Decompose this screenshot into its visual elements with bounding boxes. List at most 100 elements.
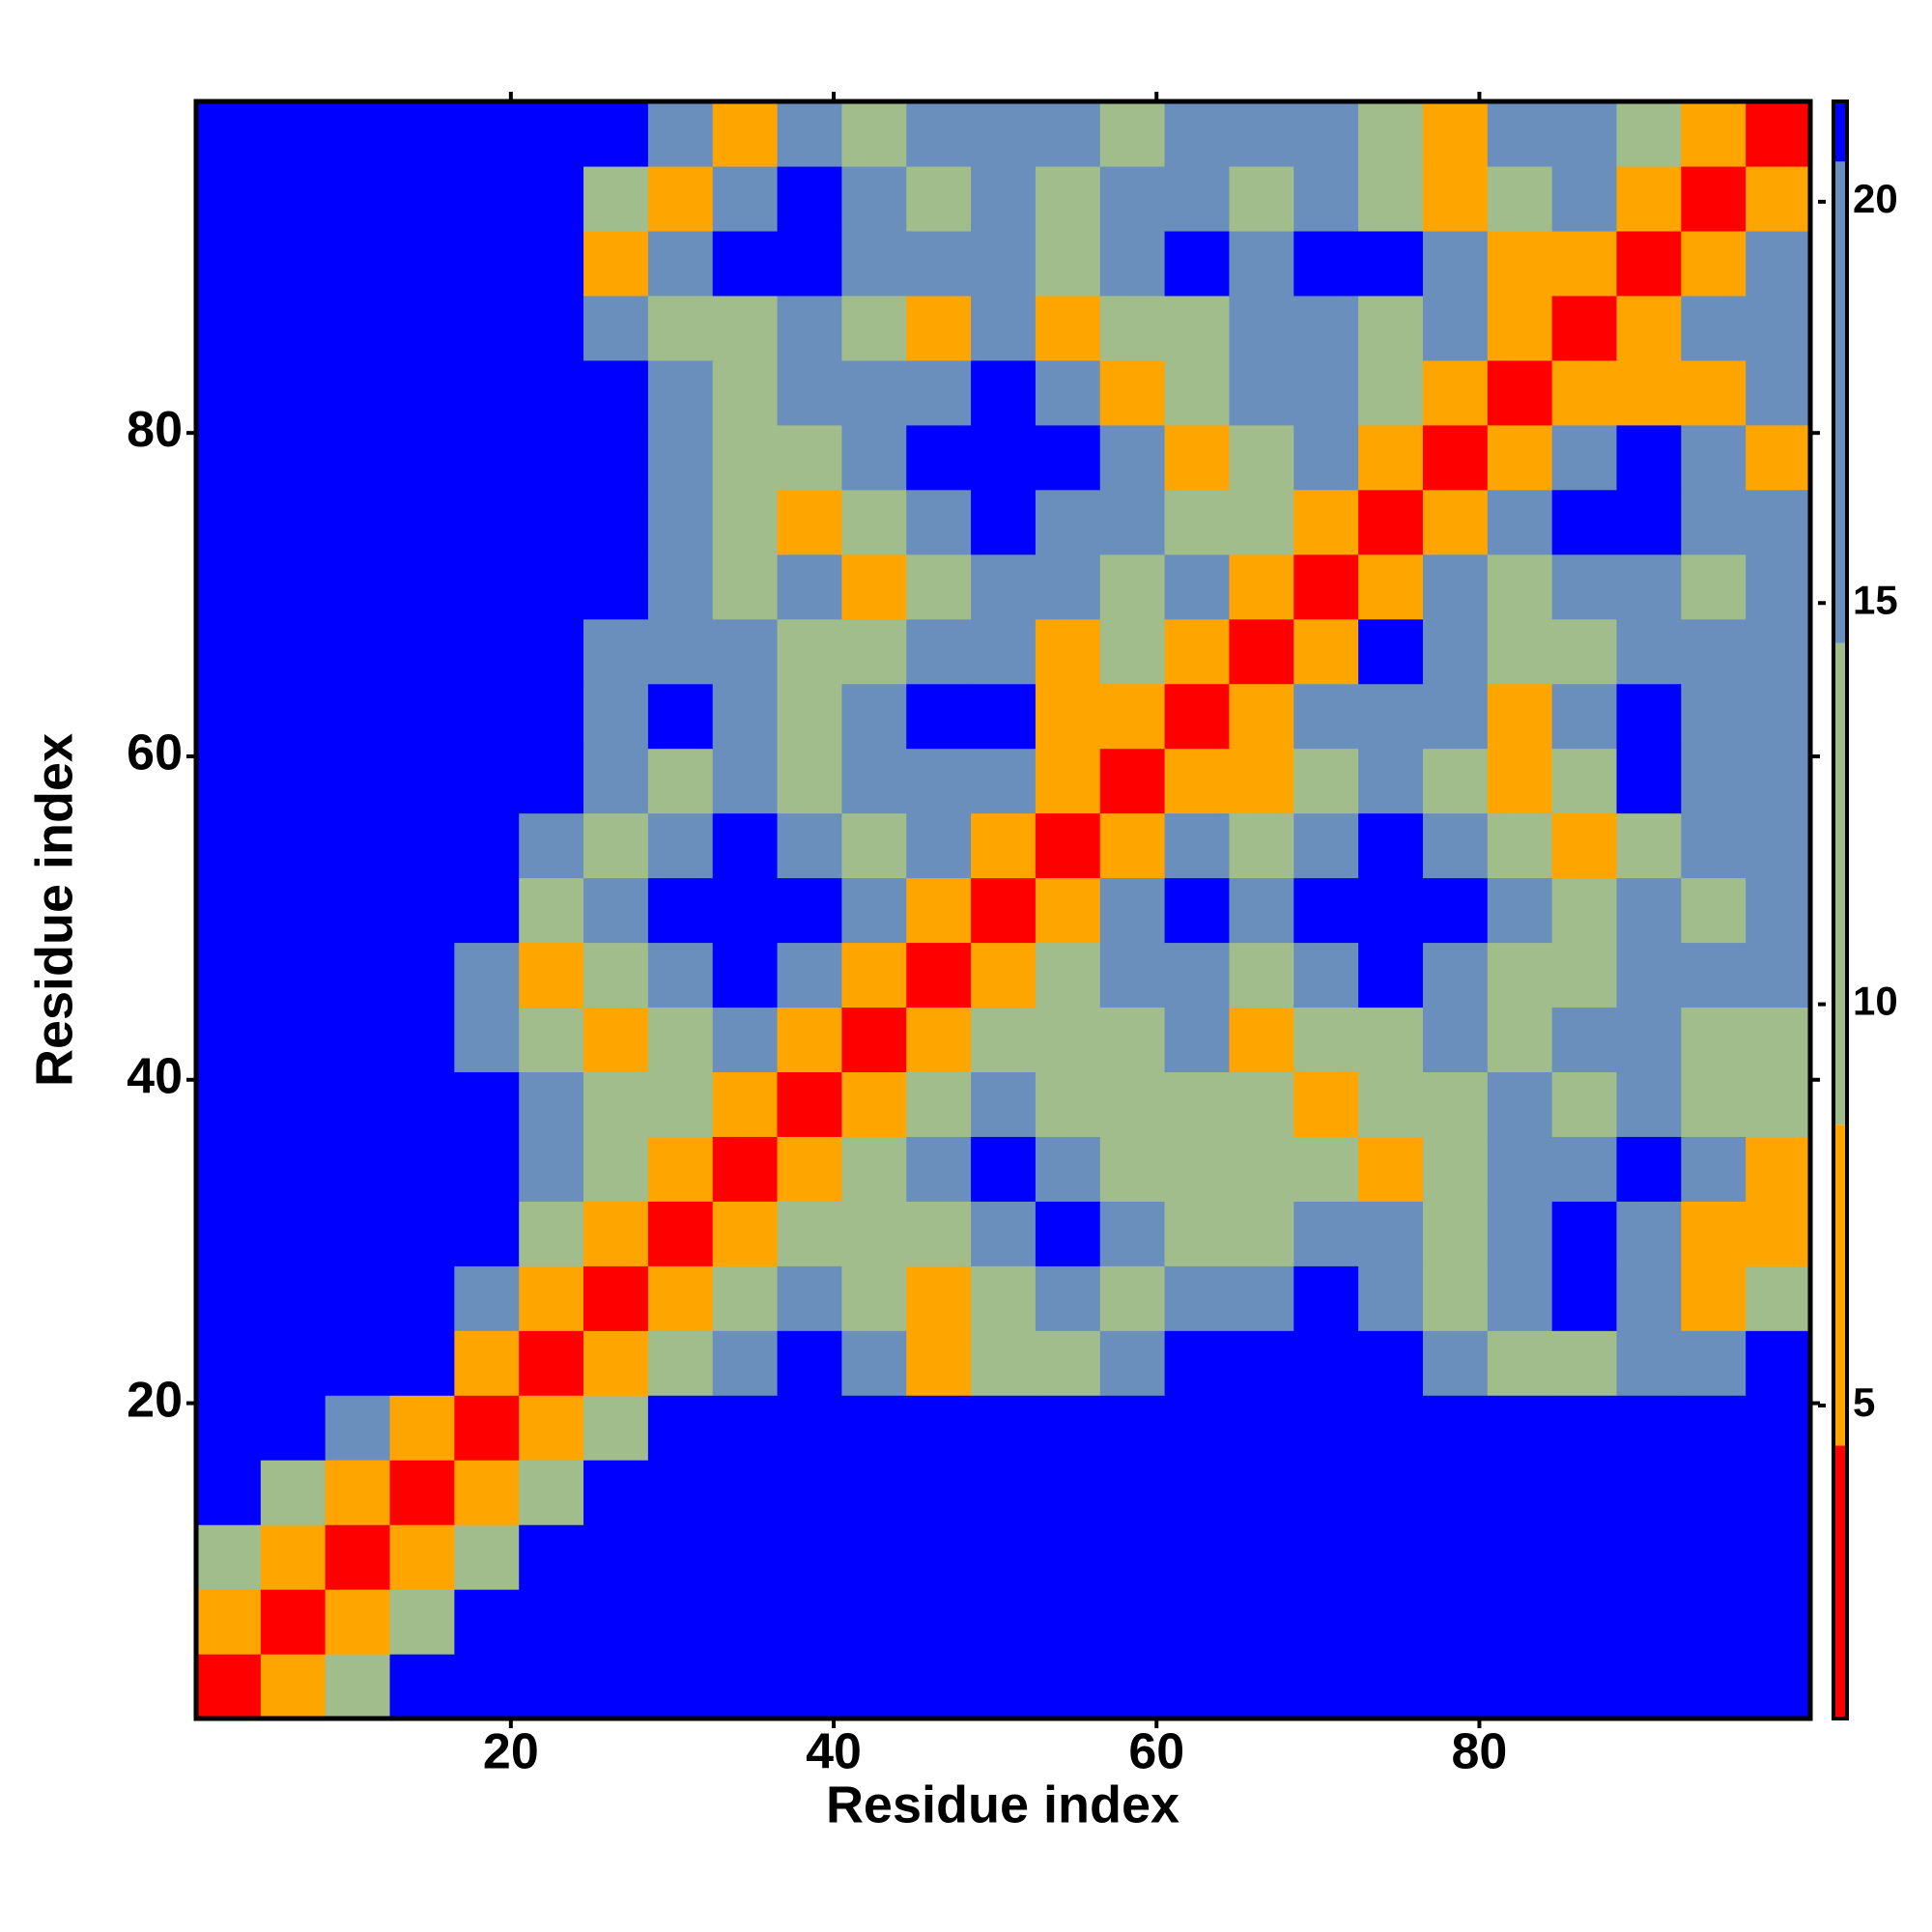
cell xyxy=(583,101,649,167)
cell xyxy=(712,1460,779,1525)
heatmap xyxy=(196,101,1811,1719)
cell xyxy=(1229,165,1294,232)
cell xyxy=(647,1007,714,1072)
cell xyxy=(971,1330,1037,1396)
cell xyxy=(1422,359,1489,426)
cell xyxy=(1293,1007,1359,1072)
cell xyxy=(519,877,584,944)
cell xyxy=(1164,1007,1231,1072)
cell xyxy=(260,812,327,879)
cell xyxy=(712,1589,779,1655)
cell xyxy=(906,1460,972,1525)
cell xyxy=(196,942,262,1009)
cell xyxy=(454,683,520,750)
cell xyxy=(841,1460,907,1525)
cell xyxy=(1164,1589,1231,1655)
cell xyxy=(906,748,972,814)
cell xyxy=(841,877,907,944)
cell xyxy=(1099,424,1166,491)
cell xyxy=(1164,1330,1231,1396)
cell xyxy=(1293,942,1359,1009)
cell xyxy=(1681,683,1747,750)
cell xyxy=(1487,295,1553,361)
cell xyxy=(389,812,455,879)
cell xyxy=(1551,1395,1618,1461)
cell xyxy=(389,489,455,555)
cell xyxy=(1746,424,1811,491)
cell xyxy=(1099,1071,1166,1137)
cell xyxy=(841,230,907,297)
cell xyxy=(1293,683,1359,750)
cell xyxy=(1681,1007,1747,1072)
cell xyxy=(325,1654,391,1719)
cell xyxy=(196,1524,262,1590)
cell xyxy=(1035,1136,1101,1202)
cell xyxy=(389,1524,455,1590)
cell xyxy=(1035,554,1101,620)
cell xyxy=(389,1265,455,1331)
cell xyxy=(1487,1136,1553,1202)
cell xyxy=(260,1330,327,1396)
cell xyxy=(777,877,842,944)
cell xyxy=(325,554,391,620)
cell xyxy=(906,1654,972,1719)
cell xyxy=(712,295,779,361)
cell xyxy=(196,618,262,685)
cell xyxy=(1551,1330,1618,1396)
cell xyxy=(260,748,327,814)
cell xyxy=(971,424,1037,491)
cell xyxy=(1422,489,1489,555)
cell xyxy=(1551,1136,1618,1202)
cell xyxy=(1293,1589,1359,1655)
cell xyxy=(712,748,779,814)
cell xyxy=(389,230,455,297)
cell xyxy=(1487,424,1553,491)
colorbar-segment xyxy=(1833,161,1847,643)
cell xyxy=(1035,230,1101,297)
cell xyxy=(325,101,391,167)
cell xyxy=(1681,489,1747,555)
cell xyxy=(1487,165,1553,232)
cell xyxy=(1681,165,1747,232)
cell xyxy=(906,1524,972,1590)
plot-frame xyxy=(193,99,1813,1721)
cell xyxy=(712,1007,779,1072)
cell xyxy=(1358,1654,1424,1719)
cell xyxy=(777,1201,842,1266)
cell xyxy=(519,165,584,232)
cell xyxy=(1164,489,1231,555)
cell xyxy=(1551,1265,1618,1331)
colorbar-tick-label: 10 xyxy=(1853,979,1898,1024)
cell xyxy=(1681,1589,1747,1655)
cell xyxy=(196,812,262,879)
cell xyxy=(260,424,327,491)
cell xyxy=(325,812,391,879)
cell xyxy=(1293,359,1359,426)
cell xyxy=(1422,1330,1489,1396)
cell xyxy=(841,1330,907,1396)
cell xyxy=(1293,489,1359,555)
cell xyxy=(325,942,391,1009)
cell xyxy=(1487,230,1553,297)
cell xyxy=(454,165,520,232)
cell xyxy=(1099,812,1166,879)
cell xyxy=(777,165,842,232)
cell xyxy=(1035,295,1101,361)
cell xyxy=(777,1524,842,1590)
cell xyxy=(1293,1330,1359,1396)
cell xyxy=(647,748,714,814)
cell xyxy=(906,230,972,297)
cell xyxy=(454,1330,520,1396)
cell xyxy=(389,1201,455,1266)
cell xyxy=(1099,1654,1166,1719)
cell xyxy=(1035,1395,1101,1461)
cell xyxy=(1616,942,1682,1009)
cell xyxy=(971,1265,1037,1331)
cell xyxy=(1229,1589,1294,1655)
cell xyxy=(1681,101,1747,167)
cell xyxy=(1035,489,1101,555)
cell xyxy=(1358,748,1424,814)
cell xyxy=(1681,1395,1747,1461)
cell xyxy=(971,1654,1037,1719)
cell xyxy=(583,165,649,232)
